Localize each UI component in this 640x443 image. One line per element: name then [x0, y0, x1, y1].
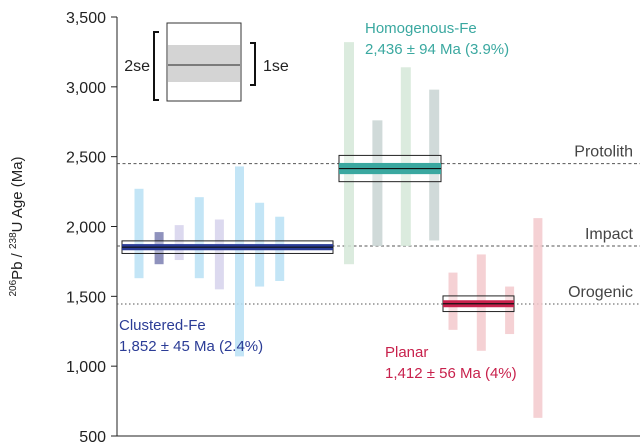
y-tick-label: 2,500	[66, 150, 106, 167]
reference-line-label: Impact	[585, 226, 634, 243]
grain-bar	[134, 188, 144, 279]
legend-band	[168, 45, 240, 82]
group-summary-label: 1,852 ± 45 Ma (2.4%)	[119, 338, 263, 355]
legend-2se-label: 2se	[124, 58, 150, 75]
y-tick-label: 2,000	[66, 220, 106, 237]
group-name-label: Homogenous-Fe	[365, 20, 477, 37]
legend-1se-bracket	[250, 42, 256, 86]
grain-bar	[174, 225, 184, 261]
group-summary-label: 2,436 ± 94 Ma (3.9%)	[365, 41, 509, 58]
y-tick-label: 3,500	[66, 10, 106, 27]
group-name-label: Planar	[385, 344, 428, 361]
grain-bar	[372, 120, 383, 247]
y-tick-label: 500	[79, 429, 106, 443]
reference-line-label: Protolith	[574, 144, 633, 161]
grain-bar	[533, 218, 543, 418]
legend-2se-bracket	[153, 31, 159, 101]
y-axis-label: 206Pb / 238U Age (Ma)	[8, 156, 26, 296]
legend-1se-label: 1se	[263, 58, 289, 75]
y-tick-label: 3,000	[66, 80, 106, 97]
y-tick-label: 1,000	[66, 359, 106, 376]
group-summary-label: 1,412 ± 56 Ma (4%)	[385, 365, 517, 382]
grain-bar	[235, 166, 244, 357]
reference-line-label: Orogenic	[568, 284, 633, 301]
grain-bar	[214, 219, 224, 290]
grain-bar	[194, 197, 204, 279]
group-name-label: Clustered-Fe	[119, 317, 206, 334]
grain-bar	[344, 42, 354, 265]
y-tick-label: 1,500	[66, 289, 106, 306]
grain-bar	[400, 67, 411, 247]
grain-bar	[505, 286, 515, 335]
